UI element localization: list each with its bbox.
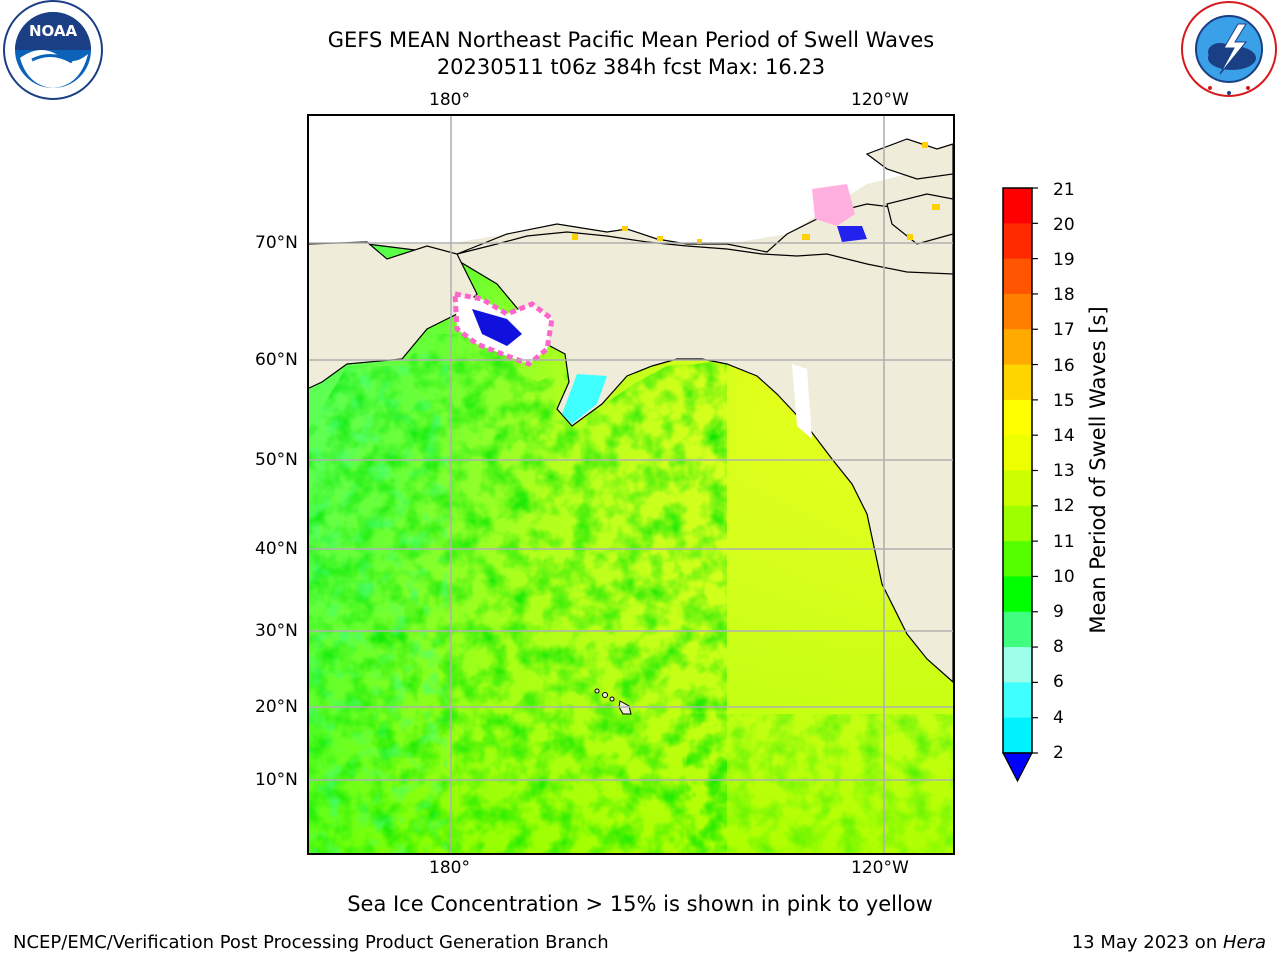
- cb-tick-15: 15: [1053, 391, 1075, 411]
- cb-tick-8: 8: [1053, 637, 1064, 657]
- lat-label-50n: 50°N: [255, 450, 298, 470]
- footer-producer: NCEP/EMC/Verification Post Processing Pr…: [13, 932, 609, 953]
- colorbar-label: Mean Period of Swell Waves [s]: [1086, 306, 1110, 634]
- sea-ice-note: Sea Ice Concentration > 15% is shown in …: [347, 892, 933, 916]
- lon-label-bottom-120w: 120°W: [851, 858, 909, 878]
- lon-label-top-180: 180°: [429, 90, 470, 110]
- chart-subtitle: 20230511 t06z 384h fcst Max: 16.23: [436, 55, 826, 79]
- colorbar-cell: [1003, 576, 1032, 613]
- cb-tick-19: 19: [1053, 250, 1075, 270]
- lat-label-30n: 30°N: [255, 621, 298, 641]
- lon-label-top-120w: 120°W: [851, 90, 909, 110]
- colorbar-cell: [1003, 364, 1032, 401]
- cb-tick-13: 13: [1053, 461, 1075, 481]
- cb-tick-14: 14: [1053, 426, 1075, 446]
- colorbar-cell: [1003, 541, 1032, 577]
- colorbar: [1002, 187, 1038, 783]
- cb-tick-12: 12: [1053, 496, 1075, 516]
- cb-tick-16: 16: [1053, 356, 1075, 376]
- lat-label-20n: 20°N: [255, 697, 298, 717]
- cb-tick-21: 21: [1053, 180, 1075, 200]
- cb-tick-4: 4: [1053, 708, 1064, 728]
- colorbar-cell: [1003, 717, 1032, 754]
- cb-tick-9: 9: [1053, 602, 1064, 622]
- cb-tick-2: 2: [1053, 743, 1064, 763]
- colorbar-cell: [1003, 399, 1032, 436]
- colorbar-cell: [1003, 611, 1032, 648]
- colorbar-cell: [1003, 329, 1032, 366]
- footer-date: 13 May 2023 on Hera: [1072, 932, 1266, 954]
- footer-machine: Hera: [1222, 932, 1266, 953]
- lat-label-10n: 10°N: [255, 770, 298, 790]
- swell-period-map: [307, 114, 955, 855]
- colorbar-cell: [1003, 505, 1032, 542]
- lon-label-bottom-180: 180°: [429, 858, 470, 878]
- colorbar-cell: [1003, 435, 1032, 471]
- chart-title: GEFS MEAN Northeast Pacific Mean Period …: [327, 28, 935, 52]
- cb-tick-11: 11: [1053, 532, 1075, 552]
- noaa-logo: NOAA: [2, 0, 104, 100]
- lat-label-40n: 40°N: [255, 539, 298, 559]
- lat-label-60n: 60°N: [255, 350, 298, 370]
- colorbar-cell: [1003, 682, 1032, 719]
- colorbar-under-triangle: [1002, 752, 1033, 783]
- cb-tick-18: 18: [1053, 285, 1075, 305]
- colorbar-cell: [1003, 188, 1032, 224]
- lat-label-70n: 70°N: [255, 233, 298, 253]
- colorbar-cell: [1003, 258, 1032, 295]
- colorbar-cell: [1003, 223, 1032, 260]
- colorbar-cell: [1003, 293, 1032, 330]
- noaa-logo-text: NOAA: [29, 22, 78, 40]
- cb-tick-10: 10: [1053, 567, 1075, 587]
- cb-tick-20: 20: [1053, 215, 1075, 235]
- colorbar-cell: [1003, 470, 1032, 507]
- nws-logo: [1180, 0, 1278, 98]
- cb-tick-17: 17: [1053, 320, 1075, 340]
- footer-date-text: 13 May 2023 on: [1071, 932, 1223, 953]
- cb-tick-6: 6: [1053, 672, 1064, 692]
- colorbar-cell: [1003, 647, 1032, 683]
